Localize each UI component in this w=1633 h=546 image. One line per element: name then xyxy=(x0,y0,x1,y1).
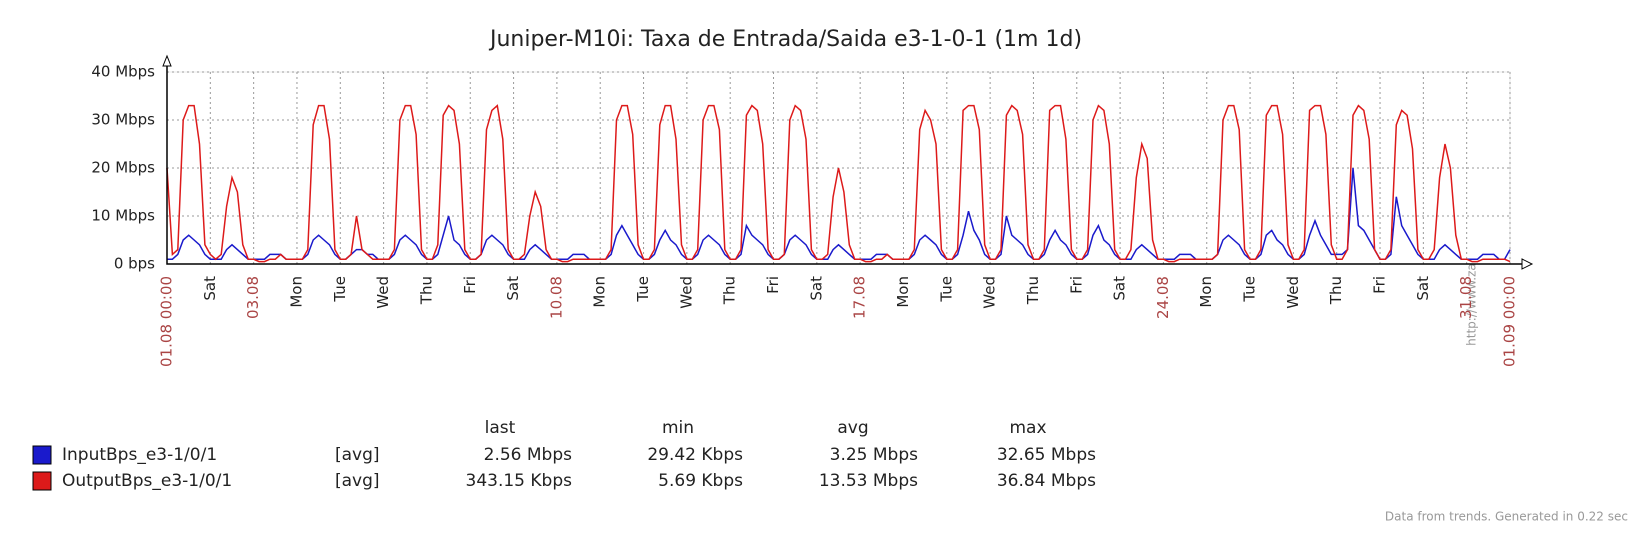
x-tick-label: 03.08 xyxy=(244,276,262,319)
legend-function: [avg] xyxy=(335,471,380,491)
x-tick-label: Thu xyxy=(417,276,435,305)
y-tick-label: 0 bps xyxy=(114,255,155,273)
x-tick-label: Fri xyxy=(1067,276,1085,294)
legend-stat: 2.56 Mbps xyxy=(484,445,573,465)
x-tick-label: 24.08 xyxy=(1154,276,1172,319)
x-tick-label: Thu xyxy=(1024,276,1042,305)
chart-title: Juniper-M10i: Taxa de Entrada/Saida e3-1… xyxy=(488,27,1082,52)
axis-arrow xyxy=(162,54,1534,270)
legend-header: max xyxy=(1009,418,1046,438)
x-tick-label: Sat xyxy=(504,276,522,301)
x-tick-label: Sat xyxy=(201,276,219,301)
x-tick-label: Fri xyxy=(764,276,782,294)
legend-swatch xyxy=(32,471,52,491)
x-tick-label: Mon xyxy=(894,276,912,308)
x-tick-label: 01.09 00:00 xyxy=(1501,276,1519,367)
axes xyxy=(166,58,1524,265)
legend-stat: 343.15 Kbps xyxy=(466,471,573,491)
legend-name: InputBps_e3-1/0/1 xyxy=(62,445,217,465)
legend-name: OutputBps_e3-1/0/1 xyxy=(62,471,232,491)
x-tick-label: 10.08 xyxy=(547,276,565,319)
y-tick-label: 40 Mbps xyxy=(91,63,155,81)
x-tick-label: Thu xyxy=(1327,276,1345,305)
legend-header: avg xyxy=(837,418,868,438)
legend-swatch xyxy=(32,445,52,465)
x-tick-label: Wed xyxy=(1284,276,1302,309)
legend-stat: 29.42 Kbps xyxy=(647,445,743,465)
legend-header: min xyxy=(662,418,694,438)
legend-stat: 5.69 Kbps xyxy=(658,471,743,491)
x-tick-label: Fri xyxy=(1371,276,1389,294)
x-tick-label: 17.08 xyxy=(851,276,869,319)
x-tick-label: Fri xyxy=(461,276,479,294)
x-tick-label: Mon xyxy=(1197,276,1215,308)
x-tick-label: 31.08 xyxy=(1457,276,1475,319)
x-tick-label: Tue xyxy=(634,276,652,303)
x-tick-label: Tue xyxy=(331,276,349,303)
legend-function: [avg] xyxy=(335,445,380,465)
x-tick-label: Mon xyxy=(287,276,305,308)
x-tick-label: Thu xyxy=(721,276,739,305)
legend-stat: 13.53 Mbps xyxy=(819,471,918,491)
series-line xyxy=(166,104,1511,263)
legend-header: last xyxy=(485,418,516,438)
legend-stat: 3.25 Mbps xyxy=(830,445,919,465)
series-line xyxy=(167,167,1511,260)
x-tick-label: Sat xyxy=(807,276,825,301)
x-tick-label: Wed xyxy=(981,276,999,309)
legend-stat: 32.65 Mbps xyxy=(997,445,1096,465)
y-tick-label: 10 Mbps xyxy=(91,207,155,225)
x-tick-label: Sat xyxy=(1414,276,1432,301)
footer: Data from trends. Generated in 0.22 sec xyxy=(1385,510,1628,524)
x-tick-label: Wed xyxy=(677,276,695,309)
x-tick-label: Wed xyxy=(374,276,392,309)
legend-stat: 36.84 Mbps xyxy=(997,471,1096,491)
x-tick-label: Tue xyxy=(1241,276,1259,303)
x-tick-label: 01.08 00:00 xyxy=(158,276,176,367)
y-tick-label: 20 Mbps xyxy=(91,159,155,177)
x-tick-label: Tue xyxy=(937,276,955,303)
y-tick-label: 30 Mbps xyxy=(91,111,155,129)
x-tick-label: Mon xyxy=(591,276,609,308)
x-tick-label: Sat xyxy=(1111,276,1129,301)
